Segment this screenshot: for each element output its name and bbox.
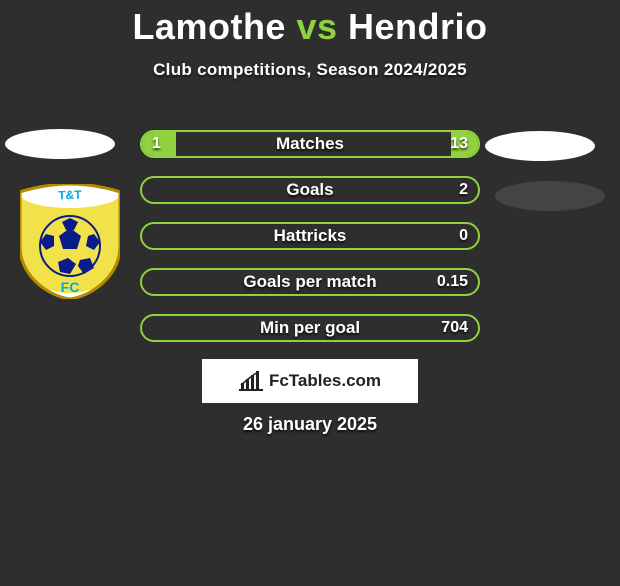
left-player-oval: [5, 129, 115, 159]
player1-name: Lamothe: [132, 6, 286, 47]
subtitle: Club competitions, Season 2024/2025: [0, 60, 620, 80]
stat-right-value: 0.15: [437, 270, 468, 294]
bar-chart-icon: [239, 371, 263, 391]
brand-badge[interactable]: FcTables.com: [202, 359, 418, 403]
comparison-chart: 1Matches13 Goals2 Hattricks0 Goals per matc…: [140, 130, 480, 360]
stat-label: Goals: [142, 178, 478, 202]
stat-label: Goals per match: [142, 270, 478, 294]
stat-label: Min per goal: [142, 316, 478, 340]
brand-text: FcTables.com: [269, 371, 381, 391]
stat-bar: Hattricks0: [140, 222, 480, 250]
stat-bar: Goals2: [140, 176, 480, 204]
stat-right-value: 13: [450, 132, 468, 156]
vs-label: vs: [296, 6, 337, 47]
stat-bar: Min per goal704: [140, 314, 480, 342]
player2-name: Hendrio: [348, 6, 488, 47]
stat-bar: Goals per match0.15: [140, 268, 480, 296]
page-title: Lamothe vs Hendrio: [0, 6, 620, 48]
snapshot-date: 26 january 2025: [0, 414, 620, 435]
svg-text:FC: FC: [61, 279, 80, 295]
right-player-oval-mid: [495, 181, 605, 211]
club-crest: T&T FC: [20, 184, 120, 299]
stat-right-value: 2: [459, 178, 468, 202]
right-player-oval-top: [485, 131, 595, 161]
stat-label: Hattricks: [142, 224, 478, 248]
stat-right-value: 0: [459, 224, 468, 248]
stat-bar: 1Matches13: [140, 130, 480, 158]
svg-text:T&T: T&T: [58, 188, 82, 203]
stat-label: Matches: [142, 132, 478, 156]
stat-right-value: 704: [441, 316, 468, 340]
